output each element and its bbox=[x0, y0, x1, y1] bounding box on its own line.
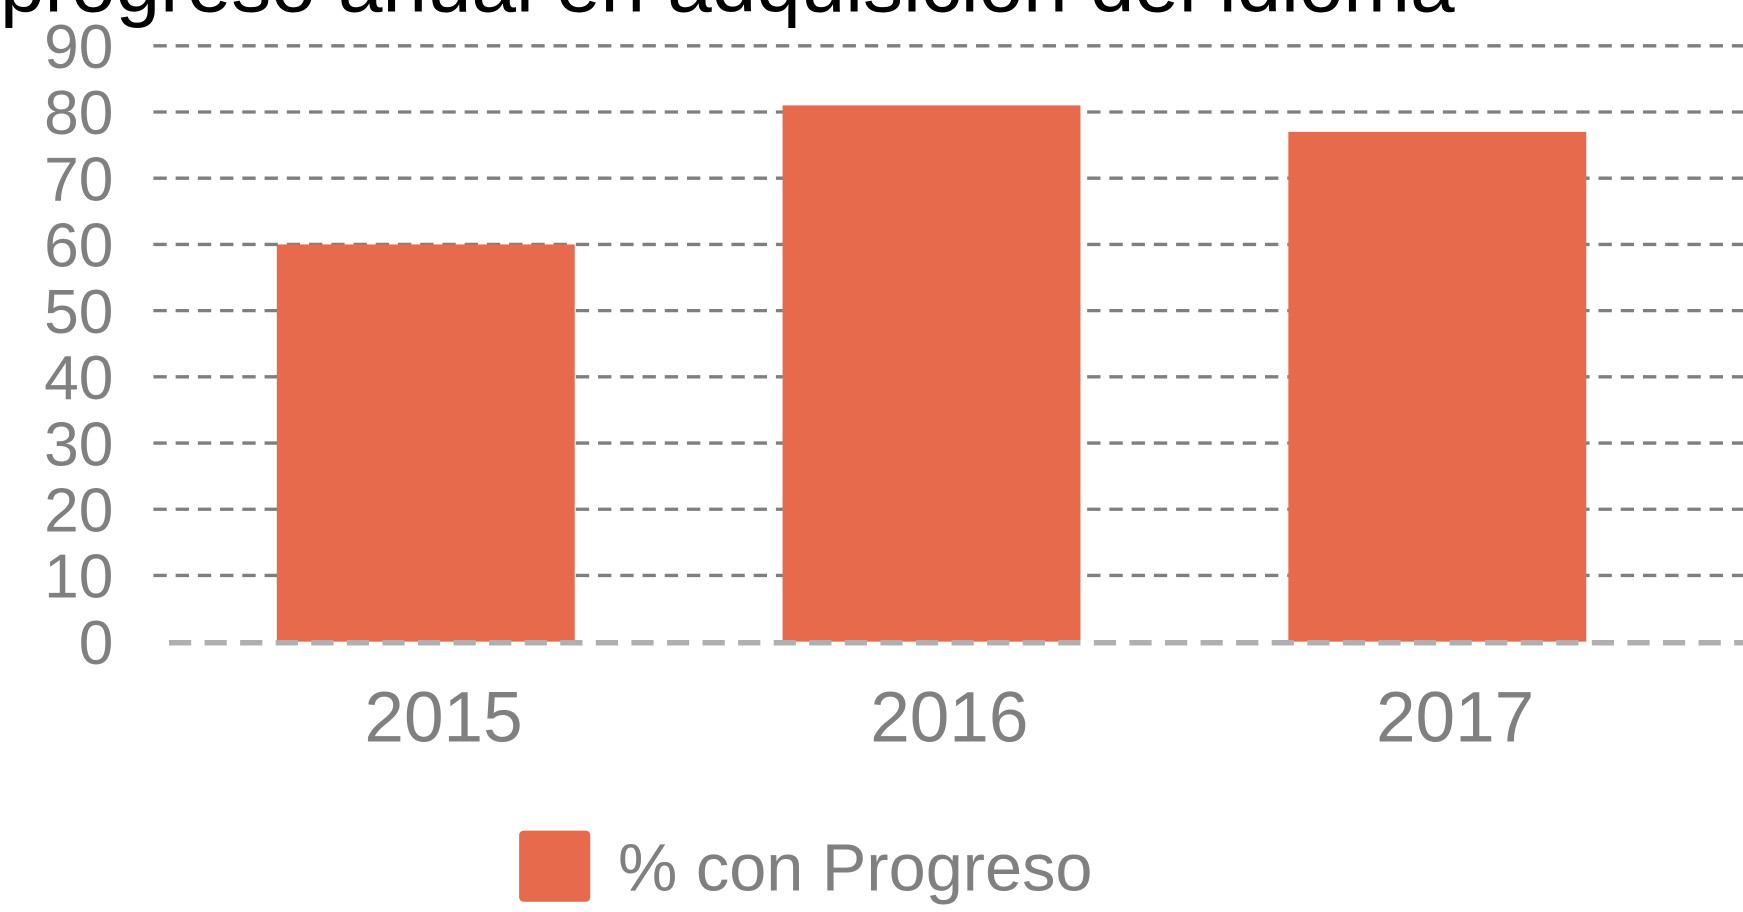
y-tick-label: 90 bbox=[44, 13, 113, 82]
y-tick-label: 0 bbox=[79, 609, 114, 678]
y-tick-label: 50 bbox=[44, 278, 113, 347]
y-tick-label: 30 bbox=[44, 410, 113, 479]
legend-swatch bbox=[519, 830, 591, 902]
x-tick-label: 2016 bbox=[870, 679, 1028, 758]
bar bbox=[782, 105, 1081, 642]
y-tick-label: 40 bbox=[44, 344, 113, 413]
x-tick-label: 2017 bbox=[1376, 679, 1534, 758]
bar bbox=[1288, 131, 1587, 642]
bar bbox=[276, 244, 575, 642]
y-tick-label: 80 bbox=[44, 79, 113, 148]
y-tick-label: 70 bbox=[44, 145, 113, 214]
y-tick-label: 60 bbox=[44, 212, 113, 281]
x-tick-label: 2015 bbox=[364, 679, 522, 758]
legend-label: % con Progreso bbox=[618, 832, 1092, 906]
chart-title: progreso anual en adquisición del idioma bbox=[0, 0, 1455, 28]
y-tick-label: 10 bbox=[44, 543, 113, 612]
y-tick-label: 20 bbox=[44, 476, 113, 545]
